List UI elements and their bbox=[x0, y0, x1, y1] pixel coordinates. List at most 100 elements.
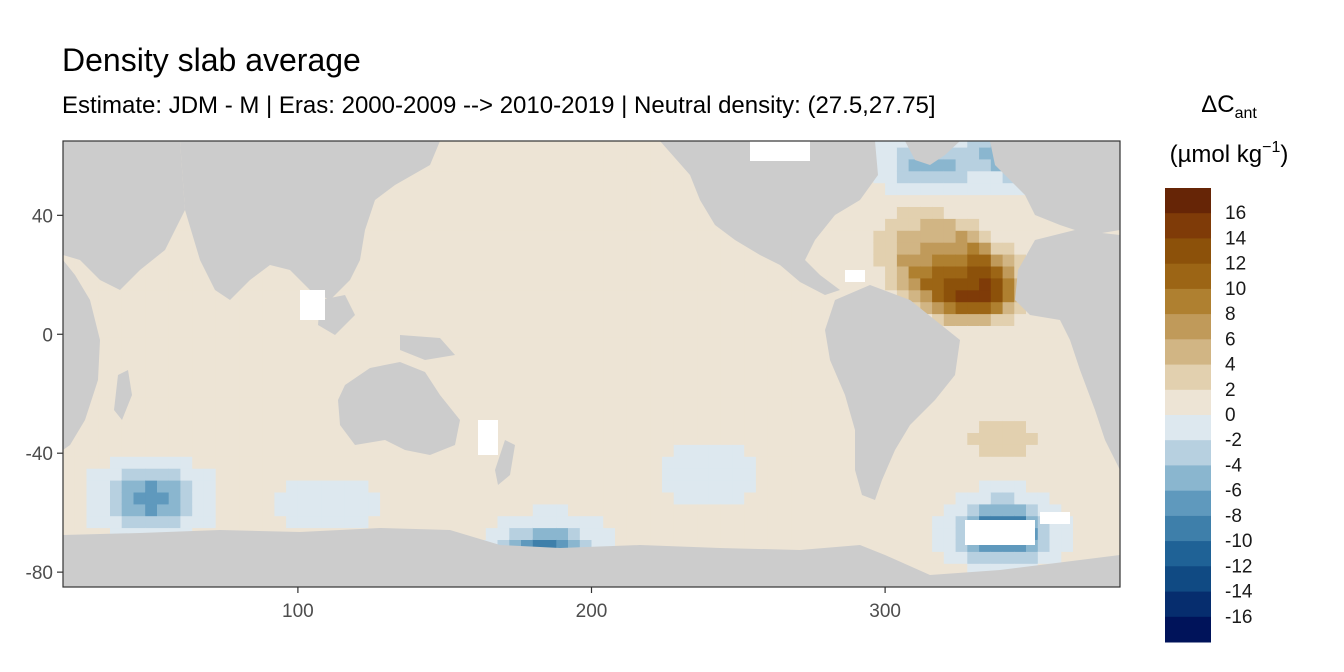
heatmap-cell bbox=[955, 194, 968, 207]
heatmap-cell bbox=[673, 194, 686, 207]
heatmap-cell bbox=[885, 277, 898, 291]
heatmap-cell bbox=[1061, 432, 1074, 445]
heatmap-cell bbox=[662, 170, 675, 184]
heatmap-cell bbox=[462, 194, 475, 207]
heatmap-cell bbox=[497, 420, 510, 433]
heatmap-cell bbox=[286, 444, 299, 457]
heatmap-cell bbox=[1049, 325, 1062, 338]
heatmap-cell bbox=[650, 384, 663, 398]
heatmap-cell bbox=[203, 468, 217, 481]
heatmap-cell bbox=[838, 480, 851, 493]
heatmap-cell bbox=[474, 141, 487, 148]
heatmap-cell bbox=[673, 230, 686, 243]
heatmap-cell bbox=[826, 420, 839, 433]
heatmap-cell bbox=[427, 194, 440, 207]
heatmap-cell bbox=[180, 254, 193, 267]
heatmap-cell bbox=[1037, 408, 1051, 422]
heatmap-cell bbox=[732, 337, 745, 350]
heatmap-cell bbox=[497, 372, 510, 386]
heatmap-cell bbox=[474, 301, 487, 315]
heatmap-cell bbox=[110, 432, 123, 445]
heatmap-cell bbox=[708, 301, 722, 315]
heatmap-cell bbox=[720, 277, 733, 291]
heatmap-cell bbox=[1026, 337, 1039, 350]
heatmap-cell bbox=[603, 230, 616, 243]
heatmap-cell bbox=[826, 491, 839, 505]
heatmap-cell bbox=[979, 491, 992, 505]
heatmap-cell bbox=[544, 265, 557, 279]
land-madagascar bbox=[114, 370, 132, 420]
heatmap-cell bbox=[568, 349, 581, 362]
heatmap-cell bbox=[1061, 420, 1074, 433]
heatmap-cell bbox=[157, 503, 170, 517]
legend-swatch bbox=[1165, 263, 1211, 290]
heatmap-cell bbox=[438, 146, 452, 160]
heatmap-cell bbox=[145, 349, 158, 362]
heatmap-cell bbox=[767, 384, 780, 398]
heatmap-cell bbox=[157, 349, 170, 362]
heatmap-cell bbox=[1073, 539, 1086, 552]
heatmap-cell bbox=[685, 515, 698, 529]
heatmap-cell bbox=[955, 408, 968, 422]
heatmap-cell bbox=[744, 480, 757, 493]
heatmap-cell bbox=[168, 468, 181, 481]
legend-label: -6 bbox=[1225, 481, 1242, 502]
heatmap-cell bbox=[979, 408, 992, 422]
heatmap-cell bbox=[1037, 527, 1051, 540]
heatmap-cell bbox=[544, 480, 557, 493]
heatmap-cell bbox=[638, 456, 651, 469]
heatmap-cell bbox=[215, 515, 228, 529]
legend-swatch bbox=[1165, 238, 1211, 265]
heatmap-cell bbox=[885, 468, 898, 481]
heatmap-cell bbox=[967, 146, 980, 160]
heatmap-cell bbox=[203, 301, 217, 315]
heatmap-cell bbox=[779, 468, 792, 481]
heatmap-cell bbox=[579, 491, 593, 505]
heatmap-cell bbox=[485, 182, 499, 196]
heatmap-cell bbox=[262, 384, 275, 398]
heatmap-cell bbox=[98, 325, 111, 338]
heatmap-cell bbox=[474, 218, 487, 231]
heatmap-cell bbox=[779, 313, 792, 326]
land-europe bbox=[990, 141, 1120, 235]
heatmap-cell bbox=[1061, 444, 1074, 457]
legend-swatch bbox=[1165, 288, 1211, 315]
heatmap-cell bbox=[579, 408, 593, 422]
heatmap-cell bbox=[368, 242, 381, 255]
heatmap-cell bbox=[532, 337, 546, 350]
heatmap-cell bbox=[732, 265, 745, 279]
heatmap-cell bbox=[720, 254, 733, 267]
heatmap-cell bbox=[474, 337, 487, 350]
heatmap-cell bbox=[1026, 491, 1039, 505]
heatmap-cell bbox=[650, 396, 663, 410]
heatmap-cell bbox=[521, 289, 534, 303]
heatmap-cell bbox=[110, 349, 123, 362]
heatmap-cell bbox=[955, 444, 968, 457]
heatmap-cell bbox=[791, 396, 804, 410]
heatmap-cell bbox=[990, 468, 1004, 481]
heatmap-cell bbox=[826, 408, 839, 422]
heatmap-cell bbox=[368, 491, 381, 505]
heatmap-cell bbox=[708, 408, 722, 422]
heatmap-cell bbox=[1002, 396, 1015, 410]
heatmap-cell bbox=[861, 218, 874, 231]
heatmap-cell bbox=[896, 265, 910, 279]
heatmap-cell bbox=[779, 539, 792, 552]
heatmap-cell bbox=[521, 301, 534, 315]
heatmap-cell bbox=[673, 432, 686, 445]
heatmap-cell bbox=[920, 456, 933, 469]
heatmap-cell bbox=[1014, 503, 1027, 517]
heatmap-cell bbox=[791, 349, 804, 362]
heatmap-cell bbox=[450, 182, 463, 196]
heatmap-cell bbox=[1014, 491, 1027, 505]
heatmap-cell bbox=[74, 491, 87, 505]
heatmap-cell bbox=[732, 325, 745, 338]
heatmap-cell bbox=[509, 265, 522, 279]
land-new-zealand bbox=[495, 440, 515, 485]
heatmap-cell bbox=[697, 277, 710, 291]
heatmap-cell bbox=[720, 527, 733, 540]
heatmap-cell bbox=[509, 242, 522, 255]
heatmap-cell bbox=[579, 337, 593, 350]
heatmap-cell bbox=[1108, 515, 1120, 529]
heatmap-cell bbox=[356, 468, 369, 481]
